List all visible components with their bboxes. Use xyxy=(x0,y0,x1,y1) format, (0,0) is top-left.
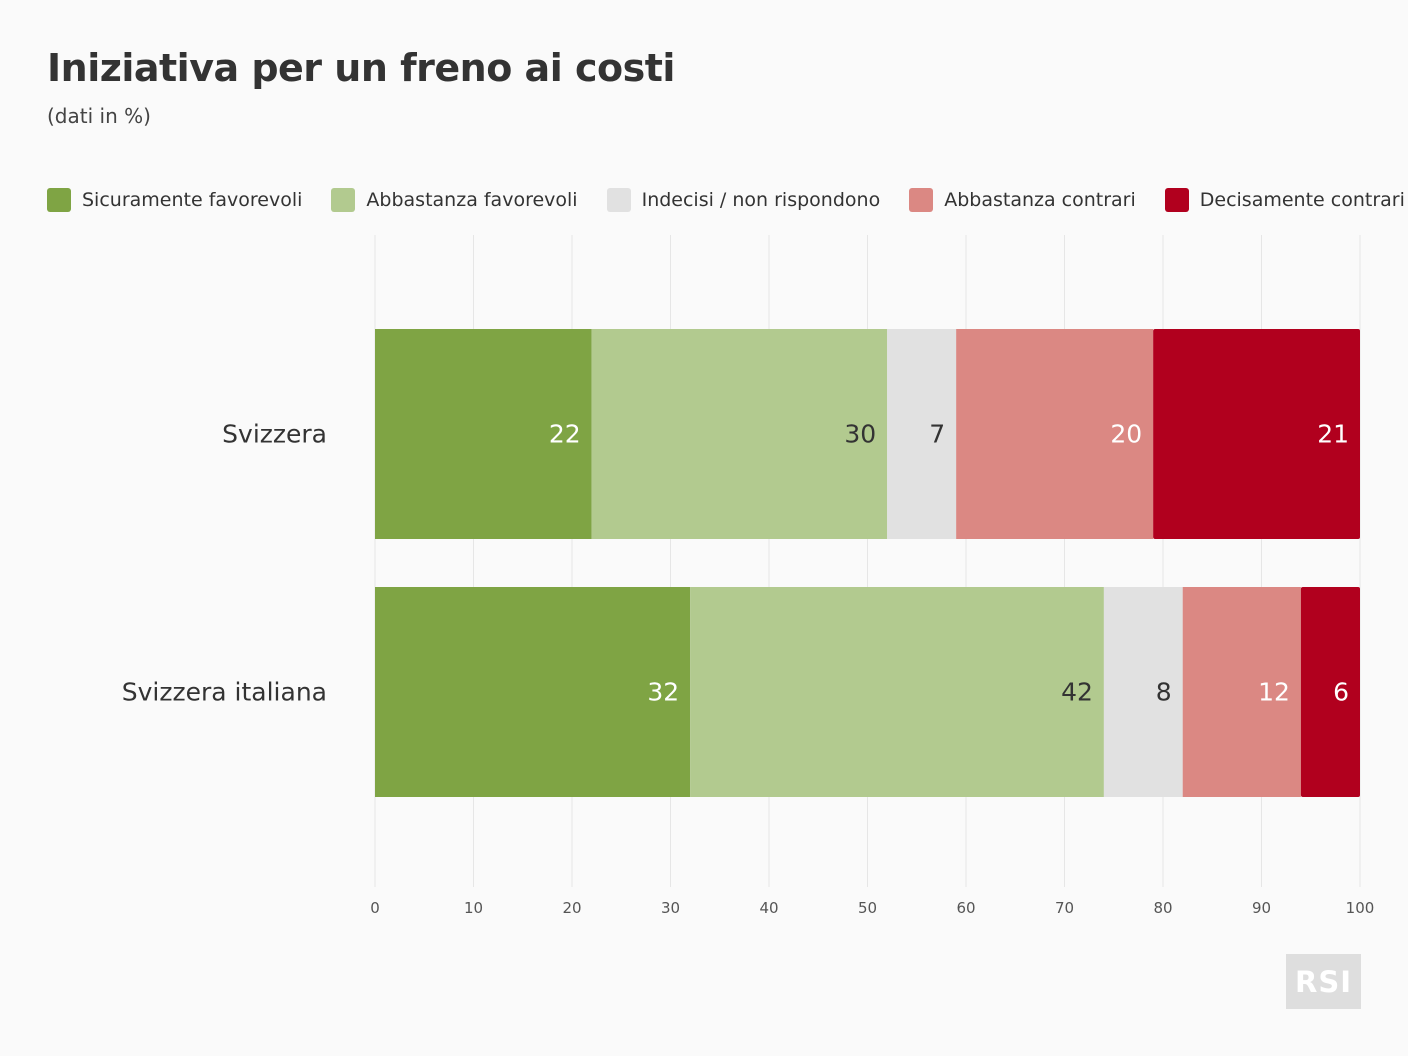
x-tick-label: 0 xyxy=(370,899,380,917)
x-tick-label: 20 xyxy=(562,899,581,917)
x-tick-label: 10 xyxy=(464,899,483,917)
legend-label: Abbastanza favorevoli xyxy=(366,189,578,211)
legend-swatch xyxy=(1164,188,1189,212)
data-label: 30 xyxy=(844,420,876,449)
category-label: Svizzera italiana xyxy=(122,678,327,707)
data-label: 21 xyxy=(1317,420,1349,449)
legend-swatch xyxy=(909,188,934,212)
x-tick-label: 100 xyxy=(1346,899,1375,917)
rsi-logo: RSI xyxy=(1286,954,1361,1009)
legend-label: Sicuramente favorevoli xyxy=(82,189,303,211)
x-tick-label: 60 xyxy=(956,899,975,917)
x-tick-label: 40 xyxy=(759,899,778,917)
bar-segment xyxy=(375,329,592,539)
bar-segment xyxy=(690,587,1104,797)
bar-segment xyxy=(887,329,957,539)
legend-item-abbastanza-contrari: Abbastanza contrari xyxy=(909,188,1136,212)
bar-segment xyxy=(591,329,888,539)
legend-label: Indecisi / non rispondono xyxy=(641,189,881,211)
chart-title: Iniziativa per un freno ai costi xyxy=(47,46,675,90)
x-tick-label: 90 xyxy=(1252,899,1271,917)
x-tick-label: 30 xyxy=(661,899,680,917)
bar-segment xyxy=(1153,329,1360,539)
data-label: 20 xyxy=(1110,420,1142,449)
data-label: 8 xyxy=(1156,678,1172,707)
x-tick-label: 80 xyxy=(1153,899,1172,917)
data-label: 6 xyxy=(1333,678,1349,707)
rsi-logo-text: RSI xyxy=(1294,964,1352,999)
data-label: 42 xyxy=(1061,678,1093,707)
legend-item-indecisi: Indecisi / non rispondono xyxy=(606,188,881,212)
legend-swatch xyxy=(606,188,631,212)
legend-swatch xyxy=(331,188,356,212)
bar-segment xyxy=(1103,587,1183,797)
category-label: Svizzera xyxy=(222,420,327,449)
bar-segment xyxy=(956,329,1154,539)
bar-segment xyxy=(1300,587,1360,797)
data-label: 7 xyxy=(929,420,945,449)
x-tick-label: 50 xyxy=(858,899,877,917)
legend-swatch xyxy=(47,188,71,212)
legend-item-abbastanza-favorevoli: Abbastanza favorevoli xyxy=(331,188,578,212)
legend-label: Abbastanza contrari xyxy=(944,189,1136,211)
data-label: 32 xyxy=(647,678,679,707)
data-label: 12 xyxy=(1258,678,1290,707)
labels-layer: 22 30 7 20 21 32 42 8 12 6 xyxy=(549,420,1349,707)
bar-segment xyxy=(375,587,691,797)
chart-legend: Sicuramente favorevoli Abbastanza favore… xyxy=(47,186,1408,214)
bars-layer xyxy=(375,329,1360,797)
x-tick-label: 70 xyxy=(1055,899,1074,917)
bar-segment xyxy=(1182,587,1301,797)
legend-label: Decisamente contrari xyxy=(1199,189,1405,211)
axis-layer: 0 10 20 30 40 50 60 70 80 90 100 Svizzera Svizzera i… xyxy=(122,420,1375,918)
chart-subtitle: (dati in %) xyxy=(47,104,151,128)
legend-item-sicuramente-favorevoli: Sicuramente favorevoli xyxy=(47,188,302,212)
data-label: 22 xyxy=(549,420,581,449)
legend-item-decisamente-contrari: Decisamente contrari xyxy=(1164,188,1405,212)
